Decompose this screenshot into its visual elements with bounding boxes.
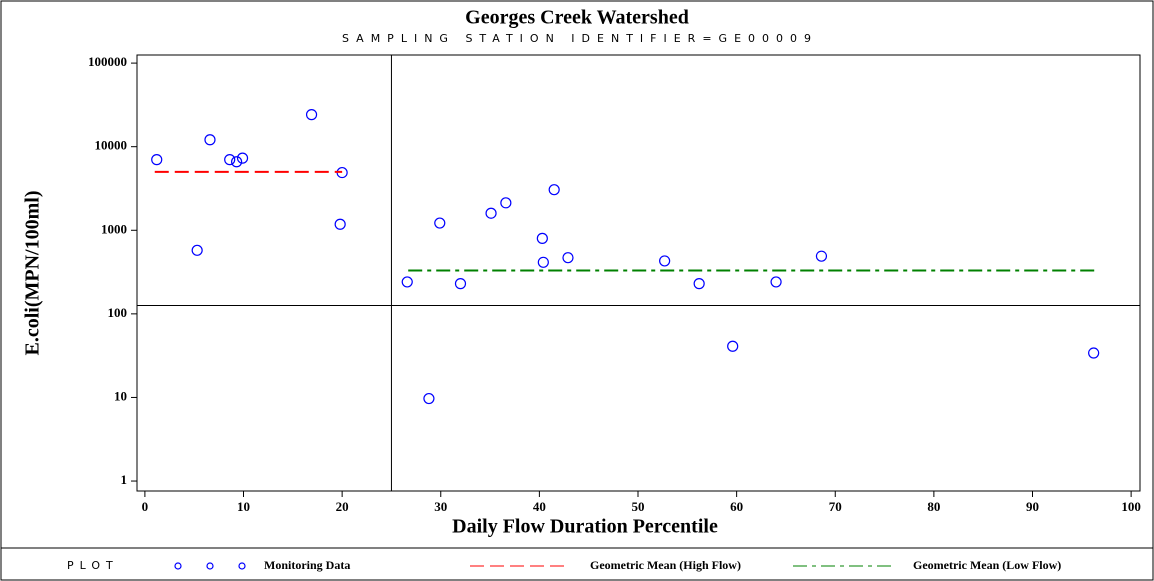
x-tick-label: 100 bbox=[1121, 499, 1141, 514]
legend-title: PLOT bbox=[67, 559, 119, 572]
x-tick-label: 10 bbox=[237, 499, 250, 514]
y-tick-label: 10 bbox=[114, 388, 127, 403]
legend-symbol bbox=[174, 562, 182, 570]
data-point bbox=[659, 255, 671, 267]
legend-label: Monitoring Data bbox=[264, 558, 350, 572]
x-axis-label: Daily Flow Duration Percentile bbox=[452, 516, 718, 538]
data-point bbox=[334, 218, 346, 230]
data-point bbox=[562, 252, 574, 264]
data-point bbox=[236, 152, 249, 164]
x-tick-label: 0 bbox=[142, 499, 149, 514]
x-tick-label: 90 bbox=[1026, 499, 1039, 514]
x-tick-label: 80 bbox=[927, 499, 940, 514]
x-tick-label: 70 bbox=[829, 499, 842, 514]
data-point bbox=[1088, 347, 1100, 359]
x-tick-label: 20 bbox=[336, 499, 349, 514]
data-point bbox=[500, 197, 512, 209]
data-point bbox=[423, 392, 435, 405]
chart-title: Georges Creek Watershed bbox=[465, 7, 689, 29]
data-point bbox=[536, 232, 548, 244]
x-tick-label: 40 bbox=[533, 499, 546, 514]
data-point bbox=[401, 276, 413, 288]
y-tick-label: 100 bbox=[108, 305, 128, 320]
data-point bbox=[454, 278, 467, 290]
x-tick-label: 60 bbox=[730, 499, 743, 514]
data-point bbox=[151, 154, 163, 166]
legend-symbol bbox=[238, 562, 246, 570]
data-point bbox=[224, 154, 236, 166]
data-point bbox=[727, 340, 739, 352]
y-tick-label: 1 bbox=[121, 472, 128, 487]
y-tick-label: 10000 bbox=[95, 138, 128, 153]
data-point bbox=[191, 244, 203, 256]
legend-label: Geometric Mean (Low Flow) bbox=[913, 558, 1061, 572]
legend-symbol bbox=[206, 562, 214, 570]
data-point bbox=[770, 276, 782, 288]
data-point bbox=[485, 207, 497, 219]
data-point bbox=[693, 278, 705, 290]
data-point bbox=[815, 250, 828, 262]
y-tick-label: 100000 bbox=[88, 54, 127, 69]
legend-label: Geometric Mean (High Flow) bbox=[590, 558, 741, 572]
data-point bbox=[204, 134, 216, 146]
y-tick-label: 1000 bbox=[101, 221, 127, 236]
x-tick-label: 30 bbox=[434, 499, 447, 514]
x-tick-label: 50 bbox=[632, 499, 645, 514]
chart-subtitle: SAMPLING STATION IDENTIFIER=GE00009 bbox=[342, 32, 818, 45]
data-point bbox=[434, 217, 446, 229]
data-point bbox=[231, 156, 243, 168]
data-point bbox=[537, 256, 549, 268]
data-point bbox=[548, 184, 560, 196]
data-point bbox=[305, 109, 318, 121]
y-axis-label: E.coli(MPN/100ml) bbox=[22, 191, 44, 356]
